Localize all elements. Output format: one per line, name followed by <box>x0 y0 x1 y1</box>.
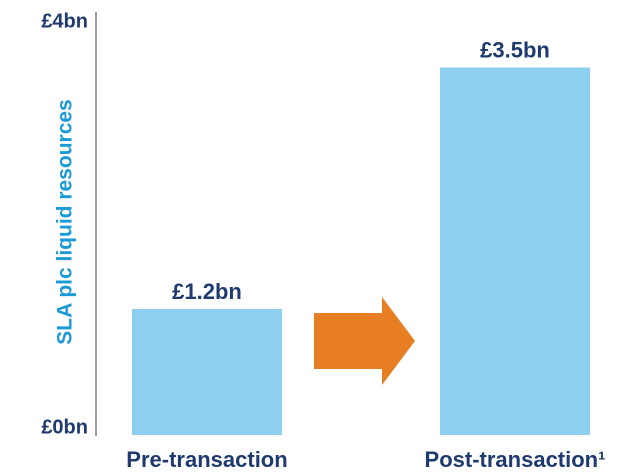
y-tick-label: £4bn <box>41 10 88 32</box>
y-tick-label: £0bn <box>41 416 88 438</box>
x-tick-label: Pre-transaction <box>126 447 287 472</box>
bar <box>132 309 282 435</box>
value-label: £1.2bn <box>172 279 242 304</box>
value-label: £3.5bn <box>480 37 550 62</box>
bar <box>440 67 590 435</box>
x-tick-label: Post-transaction¹ <box>425 447 606 472</box>
y-axis-label: SLA plc liquid resources <box>54 99 77 344</box>
transition-arrow <box>314 297 415 385</box>
